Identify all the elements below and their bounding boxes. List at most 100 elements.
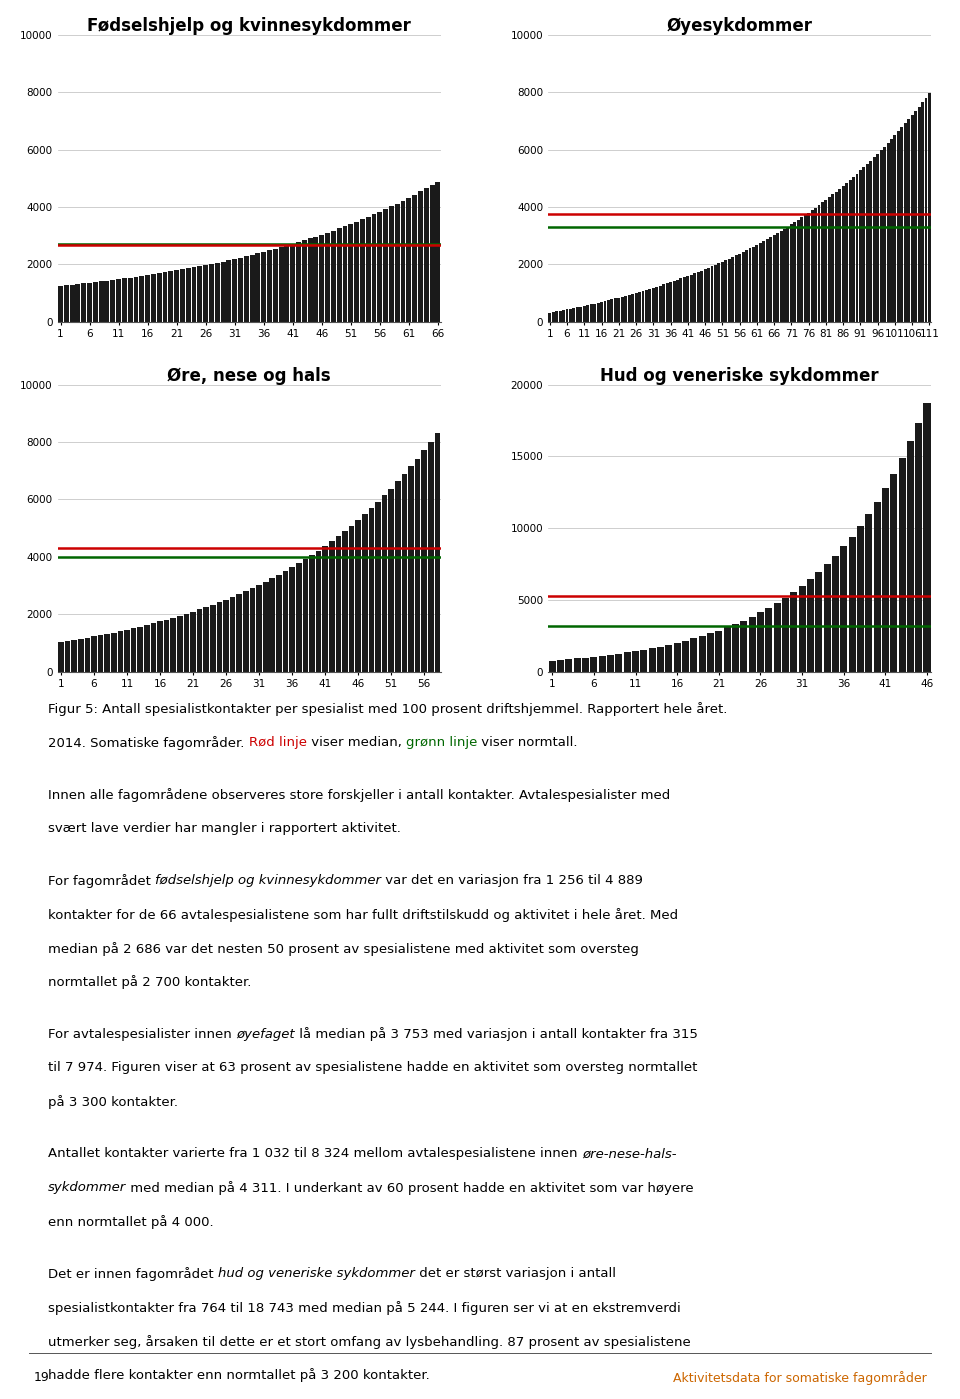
- Bar: [900, 127, 903, 322]
- Bar: [400, 200, 405, 322]
- Bar: [157, 621, 163, 672]
- Bar: [715, 631, 722, 672]
- Bar: [857, 526, 864, 672]
- Bar: [814, 207, 817, 322]
- Bar: [343, 227, 348, 322]
- Bar: [217, 602, 223, 672]
- Bar: [599, 656, 606, 672]
- Bar: [261, 252, 266, 322]
- Bar: [76, 284, 81, 322]
- Bar: [799, 586, 805, 672]
- Bar: [589, 305, 592, 322]
- Text: det er størst variasjon i antall: det er størst variasjon i antall: [415, 1267, 615, 1280]
- Bar: [124, 630, 130, 672]
- Bar: [267, 250, 272, 322]
- Bar: [98, 635, 104, 672]
- Bar: [617, 298, 620, 322]
- Text: lå median på 3 753 med variasjon i antall kontakter fra 315: lå median på 3 753 med variasjon i antal…: [295, 1027, 698, 1041]
- Bar: [329, 541, 335, 672]
- Bar: [762, 241, 765, 322]
- Title: Hud og veneriske sykdommer: Hud og veneriske sykdommer: [600, 367, 879, 385]
- Bar: [818, 206, 821, 322]
- Bar: [786, 227, 789, 322]
- Bar: [825, 200, 828, 322]
- Bar: [790, 592, 798, 672]
- Bar: [565, 659, 572, 672]
- Bar: [590, 656, 597, 672]
- Text: enn normtallet på 4 000.: enn normtallet på 4 000.: [48, 1214, 214, 1228]
- Bar: [377, 211, 382, 322]
- Bar: [145, 276, 150, 322]
- Bar: [372, 214, 376, 322]
- Bar: [369, 508, 374, 672]
- Bar: [323, 546, 328, 672]
- Bar: [70, 284, 75, 322]
- Bar: [600, 302, 603, 322]
- Bar: [645, 290, 648, 322]
- Bar: [797, 220, 800, 322]
- Bar: [64, 641, 70, 672]
- Bar: [631, 294, 635, 322]
- Bar: [282, 571, 288, 672]
- Bar: [331, 231, 336, 322]
- Bar: [565, 309, 568, 322]
- Bar: [284, 246, 289, 322]
- Text: Rød linje: Rød linje: [249, 736, 306, 748]
- Bar: [99, 281, 104, 322]
- Bar: [693, 273, 696, 322]
- Bar: [87, 283, 92, 322]
- Bar: [783, 228, 786, 322]
- Bar: [355, 520, 361, 672]
- Bar: [131, 628, 136, 672]
- Bar: [873, 157, 876, 322]
- Bar: [59, 642, 63, 672]
- Bar: [580, 306, 583, 322]
- Bar: [229, 597, 235, 672]
- Bar: [704, 269, 707, 322]
- Bar: [366, 217, 371, 322]
- Bar: [183, 614, 189, 672]
- Bar: [348, 224, 353, 322]
- Text: 19: 19: [34, 1371, 49, 1384]
- Bar: [316, 551, 322, 672]
- Bar: [882, 488, 889, 672]
- Bar: [831, 194, 834, 322]
- Bar: [289, 568, 295, 672]
- Bar: [302, 560, 308, 672]
- Bar: [236, 595, 242, 672]
- Bar: [724, 628, 731, 672]
- Bar: [840, 547, 848, 672]
- Bar: [604, 301, 607, 322]
- Bar: [382, 495, 388, 672]
- Text: hadde flere kontakter enn normtallet på 3 200 kontakter.: hadde flere kontakter enn normtallet på …: [48, 1368, 430, 1382]
- Bar: [185, 269, 191, 322]
- Bar: [641, 291, 644, 322]
- Bar: [91, 637, 97, 672]
- Title: Fødselshjelp og kvinnesykdommer: Fødselshjelp og kvinnesykdommer: [87, 17, 411, 35]
- Bar: [790, 224, 793, 322]
- Bar: [780, 231, 782, 322]
- Bar: [921, 102, 924, 322]
- Bar: [624, 652, 631, 672]
- Bar: [742, 252, 745, 322]
- Bar: [128, 277, 132, 322]
- Bar: [769, 236, 772, 322]
- Bar: [375, 502, 381, 672]
- Bar: [221, 262, 226, 322]
- Text: hud og veneriske sykdommer: hud og veneriske sykdommer: [218, 1267, 415, 1280]
- Bar: [307, 238, 313, 322]
- Bar: [662, 284, 665, 322]
- Bar: [548, 312, 551, 322]
- Text: med median på 4 311. I underkant av 60 prosent hadde en aktivitet som var høyere: med median på 4 311. I underkant av 60 p…: [127, 1181, 694, 1195]
- Bar: [301, 241, 307, 322]
- Bar: [309, 555, 315, 672]
- Bar: [690, 638, 697, 672]
- Bar: [552, 312, 555, 322]
- Bar: [559, 311, 562, 322]
- Text: viser normtall.: viser normtall.: [477, 736, 578, 748]
- Bar: [879, 150, 882, 322]
- Bar: [133, 277, 138, 322]
- Bar: [721, 262, 724, 322]
- Bar: [640, 649, 647, 672]
- Text: utmerker seg, årsaken til dette er et stort omfang av lysbehandling. 87 prosent : utmerker seg, årsaken til dette er et st…: [48, 1335, 691, 1349]
